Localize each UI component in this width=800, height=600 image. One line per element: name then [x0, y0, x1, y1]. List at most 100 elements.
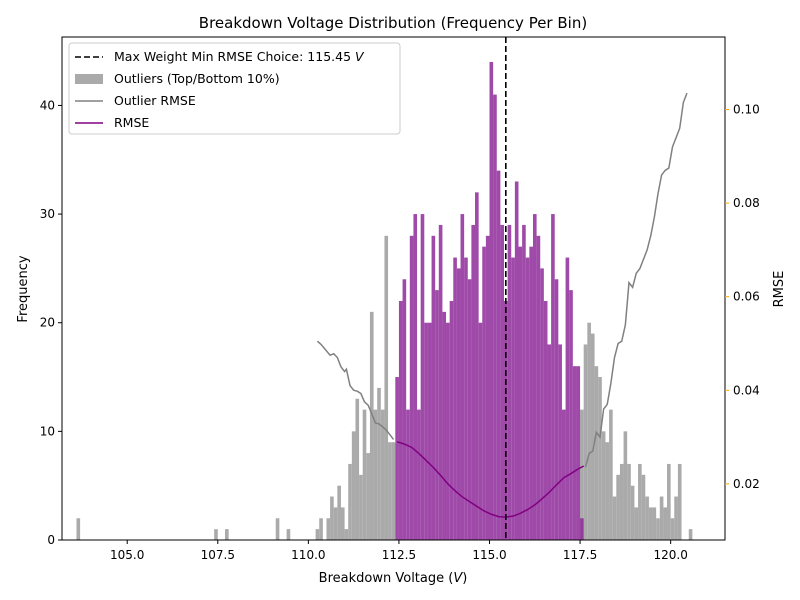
- inlier-bar-13: [442, 311, 447, 540]
- outlier-bar-45: [648, 507, 653, 540]
- inlier-bar-36: [525, 257, 530, 540]
- inlier-bar-4: [409, 235, 414, 540]
- inlier-bar-26: [489, 61, 494, 541]
- outlier-bar-29: [590, 333, 595, 540]
- outlier-bar-26: [580, 409, 584, 540]
- legend-label-choice: Max Weight Min RMSE Choice: 115.45 V: [114, 49, 365, 64]
- inlier-bar-41: [543, 300, 548, 540]
- inlier-bar-24: [482, 246, 486, 541]
- outlier-bar-17: [362, 409, 367, 540]
- inlier-bar-35: [522, 224, 526, 540]
- x-axis-label: Breakdown Voltage (V): [319, 571, 468, 586]
- outlier-bar-21: [377, 387, 381, 540]
- plot-frame: [61, 36, 726, 541]
- outlier-bar-0: [76, 518, 81, 540]
- chart-title: Breakdown Voltage Distribution (Frequenc…: [199, 14, 587, 32]
- inlier-bar-6: [417, 409, 421, 540]
- outlier-bar-32: [601, 431, 606, 540]
- inlier-bar-47: [565, 257, 570, 540]
- y-axis-left: 0 10 20 30 40: [40, 98, 62, 547]
- inlier-bar-50: [576, 366, 581, 540]
- y2-tick-label-4: 0.10: [733, 103, 760, 117]
- rmse-line: [396, 441, 585, 518]
- y-tick-label-0: 0: [47, 533, 55, 547]
- outlier-bar-10: [337, 485, 341, 540]
- inlier-bar-0: [395, 377, 399, 540]
- outlier-bar-38: [623, 431, 628, 540]
- inlier-bar-7: [420, 214, 425, 540]
- y2-tick-label-2: 0.06: [733, 290, 760, 304]
- inlier-bar-17: [456, 268, 461, 540]
- outlier-bar-53: [677, 463, 682, 540]
- rmse-lines: [316, 92, 688, 518]
- outlier-bar-39: [627, 463, 631, 540]
- outlier-bar-41: [634, 507, 639, 540]
- outlier-bar-30: [594, 366, 599, 540]
- x-tick-label-6: 120.0: [653, 548, 687, 562]
- inlier-bar-25: [485, 235, 490, 540]
- inlier-bar-18: [460, 214, 465, 540]
- inlier-bar-2: [402, 279, 407, 540]
- outlier-bar-8: [330, 496, 334, 540]
- inlier-bar-33: [514, 181, 519, 541]
- inlier-bar-14: [446, 322, 450, 540]
- inlier-bar-34: [518, 246, 523, 541]
- outlier-bar-51: [670, 518, 675, 540]
- outlier-bar-13: [348, 463, 352, 540]
- inlier-bar-40: [540, 268, 544, 540]
- inlier-bar-43: [551, 214, 555, 540]
- inlier-bar-22: [475, 192, 479, 540]
- inlier-bar-45: [558, 344, 562, 540]
- outlier-bar-50: [667, 463, 671, 540]
- y-tick-label-4: 40: [40, 98, 55, 112]
- outlier-bar-43: [641, 474, 646, 540]
- inlier-bar-46: [561, 409, 566, 540]
- inlier-bar-49: [572, 366, 577, 540]
- y2-tick-label-3: 0.08: [733, 196, 760, 210]
- inlier-bar-27: [493, 94, 497, 540]
- outlier-bar-36: [616, 474, 620, 540]
- inlier-bar-19: [464, 257, 468, 540]
- inlier-bar-15: [449, 300, 454, 540]
- outlier-bar-27: [583, 344, 588, 540]
- inlier-bar-51: [580, 518, 584, 540]
- outlier-bar-47: [656, 518, 660, 540]
- outlier-bar-4: [286, 529, 291, 540]
- outlier-bar-46: [652, 507, 657, 540]
- outlier-bar-31: [598, 377, 602, 540]
- outlier-bar-37: [619, 463, 624, 540]
- outlier-bar-6: [319, 518, 323, 540]
- legend: Max Weight Min RMSE Choice: 115.45 V Outl…: [68, 42, 401, 135]
- y-axis-label: Frequency: [16, 255, 31, 322]
- outlier-bar-14: [351, 431, 356, 540]
- outlier-bar-40: [630, 485, 635, 540]
- inlier-bar-39: [536, 235, 541, 540]
- outlier-bar-44: [645, 496, 649, 540]
- outlier-bar-15: [355, 398, 360, 540]
- y2-axis-label: RMSE: [772, 271, 787, 308]
- outlier-bar-1: [214, 529, 218, 540]
- outlier-bar-16: [359, 474, 363, 540]
- outlier-bar-25: [391, 442, 396, 540]
- inlier-bar-5: [413, 214, 418, 540]
- outlier-bar-19: [369, 311, 374, 540]
- outlier-bar-23: [384, 235, 389, 540]
- outlier-bar-52: [674, 496, 678, 540]
- inlier-bar-8: [424, 322, 428, 540]
- outlier-bar-12: [344, 529, 349, 540]
- x-tick-label-5: 117.5: [563, 548, 597, 562]
- inlier-bar-9: [427, 322, 432, 540]
- outlier-bar-34: [609, 409, 613, 540]
- x-tick-label-0: 105.0: [110, 548, 144, 562]
- inlier-bar-11: [435, 290, 439, 540]
- inlier-bar-32: [511, 257, 515, 540]
- inlier-bar-3: [406, 409, 410, 540]
- legend-handle-outlier: [75, 74, 103, 84]
- outlier-bar-24: [388, 442, 392, 540]
- inlier-bar-48: [569, 290, 573, 540]
- histogram-bars: [76, 61, 693, 541]
- inlier-bar-42: [547, 344, 552, 540]
- outlier-bar-28: [587, 322, 591, 540]
- legend-box: [68, 42, 401, 135]
